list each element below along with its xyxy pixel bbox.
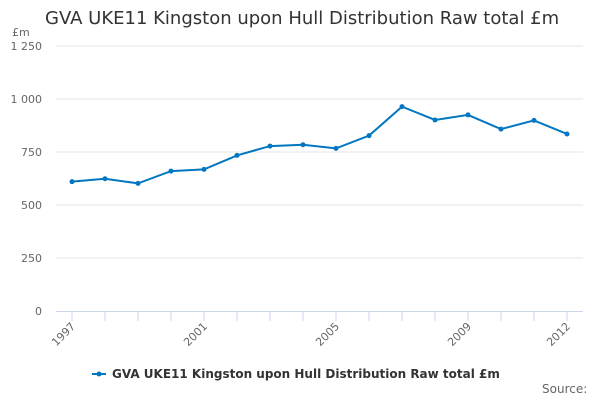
- data-point: [102, 176, 108, 182]
- series-line: [71, 105, 568, 185]
- x-tick-label: 2012: [544, 320, 573, 349]
- data-point: [531, 117, 537, 123]
- source-label: Source:: [542, 382, 588, 396]
- y-axis-label: £m: [12, 26, 30, 39]
- legend-label: GVA UKE11 Kingston upon Hull Distributio…: [112, 367, 500, 381]
- data-point: [498, 126, 504, 132]
- y-tick-label: 1 000: [11, 93, 43, 106]
- data-point: [432, 117, 438, 123]
- data-point: [267, 143, 273, 149]
- data-point: [201, 166, 207, 172]
- y-tick-label: 500: [21, 199, 42, 212]
- data-point: [465, 112, 471, 118]
- y-tick-label: 250: [21, 252, 42, 265]
- data-point: [333, 145, 339, 151]
- data-point: [234, 152, 240, 158]
- data-point: [168, 168, 174, 174]
- x-tick-label: 2005: [313, 320, 342, 349]
- x-tick-label: 2001: [181, 320, 210, 349]
- data-point: [564, 131, 570, 137]
- x-tick-label: 2009: [445, 320, 474, 349]
- data-point: [366, 133, 372, 139]
- y-tick-label: 0: [35, 305, 42, 318]
- x-tick-label: 1997: [49, 320, 78, 349]
- chart-title: GVA UKE11 Kingston upon Hull Distributio…: [45, 8, 560, 29]
- y-tick-label: 750: [21, 146, 42, 159]
- legend-marker: [96, 371, 102, 377]
- data-point: [399, 104, 405, 110]
- data-point: [135, 180, 141, 186]
- data-point: [69, 179, 75, 185]
- y-tick-label: 1 250: [11, 40, 43, 53]
- data-point: [300, 142, 306, 148]
